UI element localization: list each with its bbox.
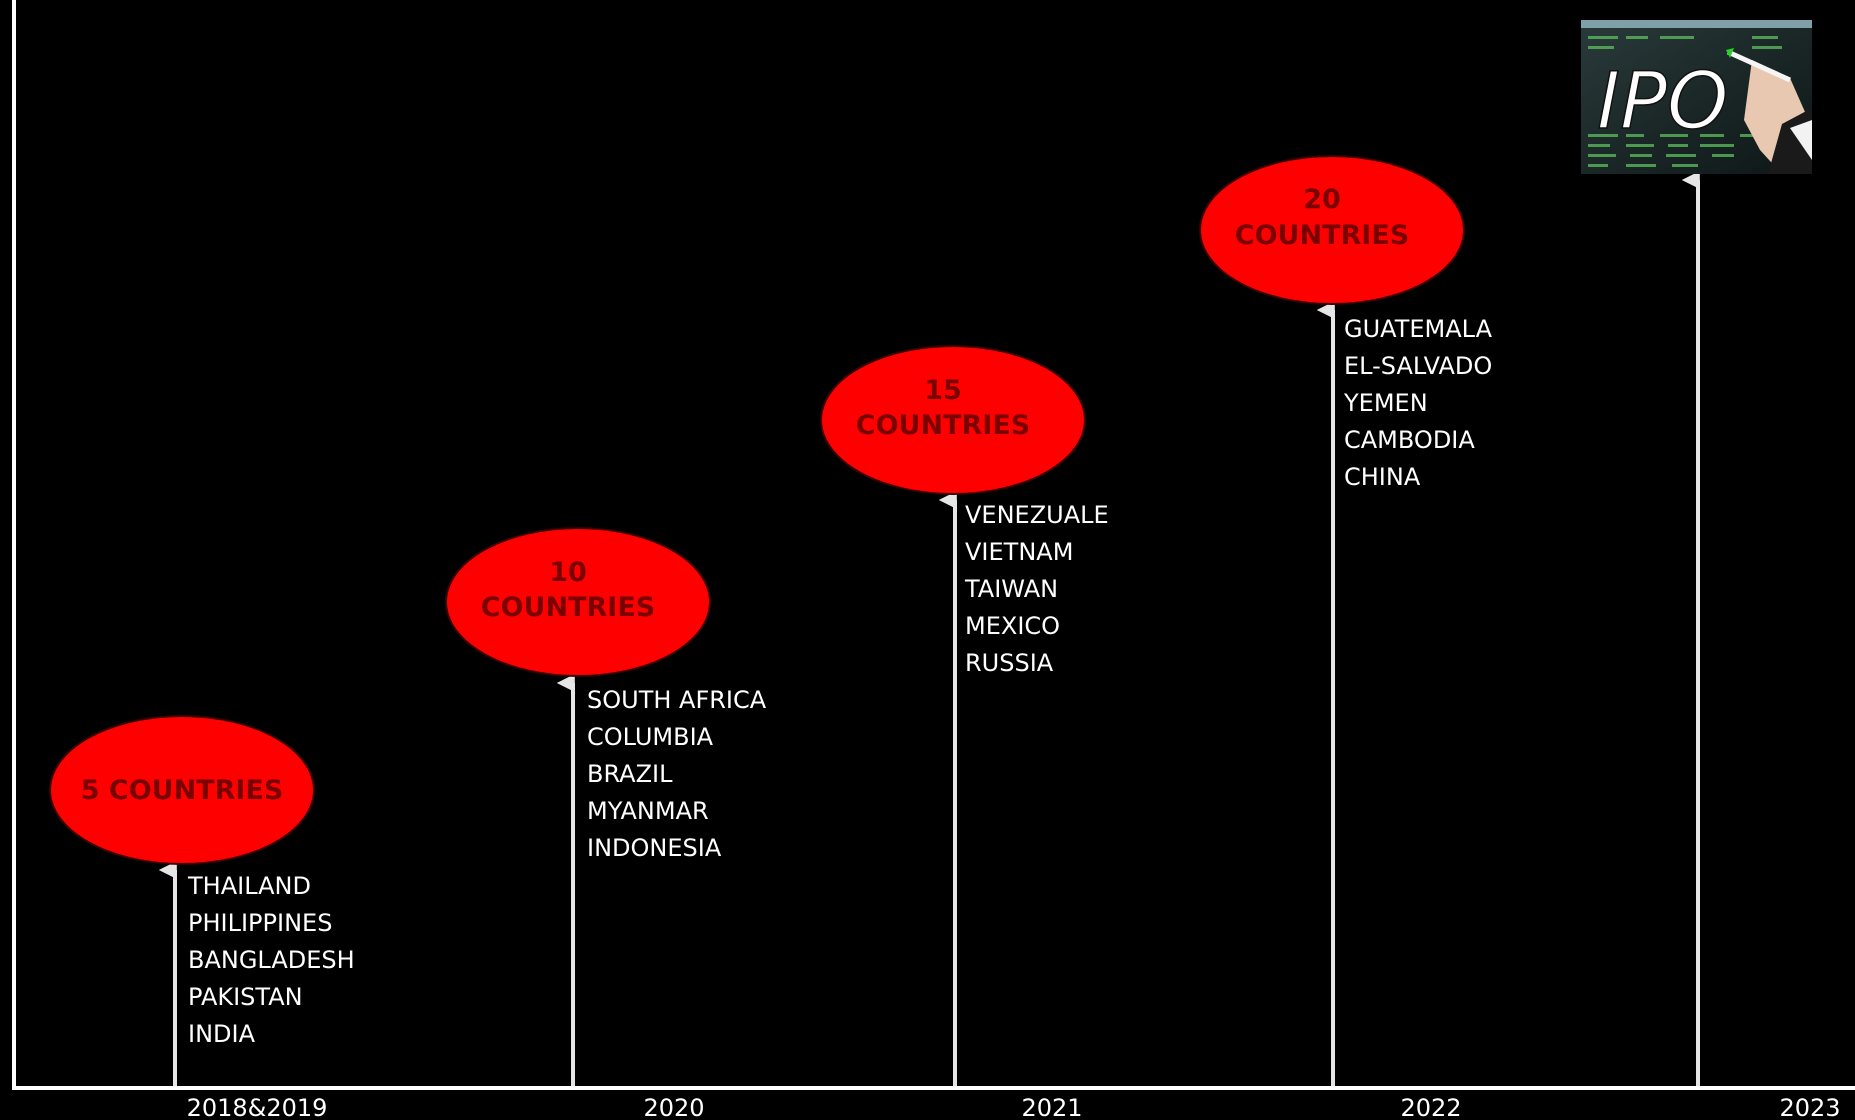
hand-pen-icon xyxy=(1726,48,1812,174)
country-item: BRAZIL xyxy=(587,760,673,788)
badge-label: 20 xyxy=(1303,184,1341,215)
country-item: GUATEMALA xyxy=(1344,315,1493,343)
country-item: PAKISTAN xyxy=(188,983,303,1011)
country-item: MYANMAR xyxy=(587,797,709,825)
country-item: SOUTH AFRICA xyxy=(587,686,767,714)
country-item: COLUMBIA xyxy=(587,723,714,751)
year-label: 2020 xyxy=(643,1094,704,1120)
country-item: BANGLADESH xyxy=(188,946,355,974)
milestone-2018-2019: 5 COUNTRIES THAILAND PHILIPPINES BANGLAD… xyxy=(49,715,355,1120)
badge-label: COUNTRIES xyxy=(1235,220,1409,251)
country-item: INDIA xyxy=(188,1020,256,1048)
country-item: INDONESIA xyxy=(587,834,722,862)
year-label: 2021 xyxy=(1021,1094,1082,1120)
country-item: CAMBODIA xyxy=(1344,426,1475,454)
country-item: MEXICO xyxy=(965,612,1060,640)
year-label: 2018&2019 xyxy=(187,1094,328,1120)
country-item: THAILAND xyxy=(187,872,311,900)
country-item: PHILIPPINES xyxy=(188,909,332,937)
badge-label: COUNTRIES xyxy=(856,410,1030,441)
milestone-badge xyxy=(820,345,1086,495)
milestone-badge xyxy=(1199,155,1465,305)
country-item: TAIWAN xyxy=(964,575,1058,603)
ipo-image: IPO xyxy=(1581,20,1812,174)
milestone-badge xyxy=(49,715,315,865)
ipo-label: IPO xyxy=(1597,57,1728,147)
stock-ticker-rows xyxy=(1588,36,1782,167)
milestone-2022: 20 COUNTRIES GUATEMALA EL-SALVADO YEMEN … xyxy=(1199,155,1493,1120)
badge-label: 5 COUNTRIES xyxy=(81,775,284,806)
year-label: 2023 xyxy=(1779,1094,1840,1120)
country-item: RUSSIA xyxy=(965,649,1054,677)
milestone-badge xyxy=(445,527,711,677)
country-item: CHINA xyxy=(1344,463,1421,491)
badge-label: 10 xyxy=(549,557,587,588)
country-item: VENEZUALE xyxy=(965,501,1109,529)
country-item: YEMEN xyxy=(1343,389,1428,417)
milestone-2021: 15 COUNTRIES VENEZUALE VIETNAM TAIWAN ME… xyxy=(820,345,1109,1120)
badge-label: 15 xyxy=(924,375,962,406)
milestone-2023: IPO 2023 xyxy=(1581,20,1841,1120)
country-item: VIETNAM xyxy=(965,538,1073,566)
country-item: EL-SALVADO xyxy=(1344,352,1492,380)
year-label: 2022 xyxy=(1400,1094,1461,1120)
badge-label: COUNTRIES xyxy=(481,592,655,623)
milestone-2020: 10 COUNTRIES SOUTH AFRICA COLUMBIA BRAZI… xyxy=(445,527,767,1120)
